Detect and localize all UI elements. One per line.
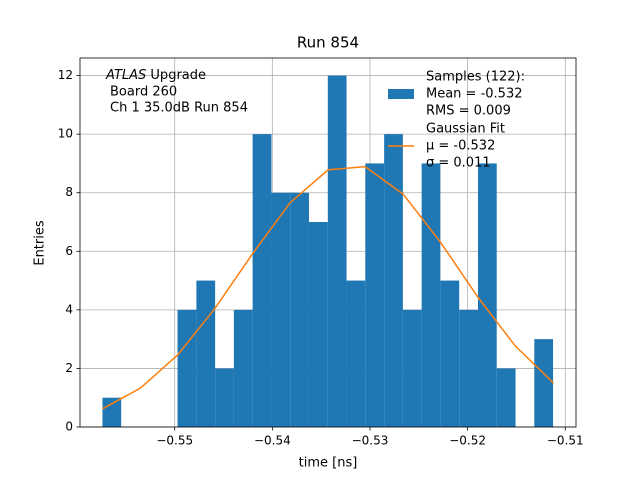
histogram-bar <box>308 222 328 427</box>
histogram-bar <box>459 309 478 427</box>
y-tick-label: 12 <box>58 68 73 82</box>
axes-frame <box>79 57 577 428</box>
histogram-bar <box>477 163 497 427</box>
annotation: ATLAS Upgrade <box>105 68 206 83</box>
x-tick-label: −0.52 <box>449 434 486 448</box>
histogram-bar <box>534 339 554 427</box>
x-tick-label: −0.55 <box>156 434 193 448</box>
y-tick-label: 6 <box>65 244 73 258</box>
histogram-bar <box>421 163 441 427</box>
histogram-bar <box>365 163 385 427</box>
histogram-bar <box>402 309 422 427</box>
x-tick-label: −0.51 <box>547 434 584 448</box>
legend-swatch <box>388 89 414 99</box>
annotation-text: Upgrade <box>150 68 206 83</box>
chart-title: Run 854 <box>297 34 359 52</box>
legend-label: σ = 0.011 <box>426 156 491 171</box>
x-tick-label: −0.53 <box>352 434 389 448</box>
histogram-bar <box>440 280 460 427</box>
histogram-bar <box>346 280 366 427</box>
annotation: Board 260 <box>110 85 177 100</box>
histogram-bar <box>384 134 403 427</box>
histogram-bar <box>252 134 272 427</box>
y-tick-label: 10 <box>58 127 73 141</box>
x-tick-label: −0.54 <box>254 434 291 448</box>
x-axis-label: time [ns] <box>299 456 358 471</box>
y-tick-label: 4 <box>65 302 73 316</box>
histogram-bar <box>290 192 309 427</box>
y-tick-label: 2 <box>65 361 73 375</box>
histogram-bar <box>496 368 516 427</box>
y-tick-label: 0 <box>65 420 73 434</box>
y-axis-label: Entries <box>33 220 48 266</box>
legend-label: μ = -0.532 <box>426 139 495 154</box>
histogram-bar <box>102 397 122 427</box>
annotation: Ch 1 35.0dB Run 854 <box>110 101 248 116</box>
plot-area: −0.55 −0.54 −0.53 −0.52 −0.51 0 2 4 6 8 10 12 Sample… <box>58 57 584 448</box>
histogram-bar <box>177 309 197 427</box>
histogram-bar <box>327 75 347 428</box>
legend-label: Mean = -0.532 <box>426 87 522 102</box>
histogram-bar <box>196 280 216 427</box>
histogram-bar <box>215 368 234 427</box>
histogram-bar <box>271 192 291 427</box>
legend-label: RMS = 0.009 <box>426 104 511 119</box>
fit-line <box>102 165 555 410</box>
histogram-bar <box>233 309 253 427</box>
y-tick-label: 8 <box>65 185 73 199</box>
legend-label: Samples (122): <box>426 70 525 85</box>
annotation-experiment: ATLAS <box>105 68 146 83</box>
legend-label: Gaussian Fit <box>426 122 505 137</box>
